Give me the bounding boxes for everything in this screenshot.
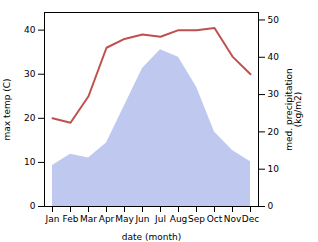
svg-text:Jun: Jun (134, 214, 149, 224)
svg-text:Aug: Aug (170, 214, 188, 224)
svg-text:0: 0 (268, 201, 274, 211)
svg-text:Apr: Apr (99, 214, 115, 224)
svg-text:50: 50 (268, 15, 280, 25)
svg-text:Jul: Jul (154, 214, 166, 224)
svg-text:max temp (C): max temp (C) (2, 78, 12, 140)
svg-text:Dec: Dec (242, 214, 259, 224)
svg-text:Mar: Mar (80, 214, 97, 224)
svg-text:Oct: Oct (207, 214, 223, 224)
svg-text:30: 30 (268, 89, 280, 99)
svg-text:Sep: Sep (188, 214, 205, 224)
svg-text:med. precipitation(kg/m2): med. precipitation(kg/m2) (284, 68, 303, 150)
svg-text:30: 30 (24, 69, 36, 79)
svg-text:May: May (115, 214, 134, 224)
svg-text:10: 10 (268, 164, 280, 174)
svg-text:date (month): date (month) (122, 232, 181, 242)
svg-text:0: 0 (30, 201, 36, 211)
svg-text:Feb: Feb (63, 214, 79, 224)
svg-text:Nov: Nov (224, 214, 242, 224)
svg-text:20: 20 (24, 113, 36, 123)
svg-text:40: 40 (24, 25, 36, 35)
svg-text:20: 20 (268, 127, 280, 137)
svg-text:40: 40 (268, 52, 280, 62)
svg-text:Jan: Jan (45, 214, 60, 224)
svg-text:10: 10 (24, 157, 36, 167)
